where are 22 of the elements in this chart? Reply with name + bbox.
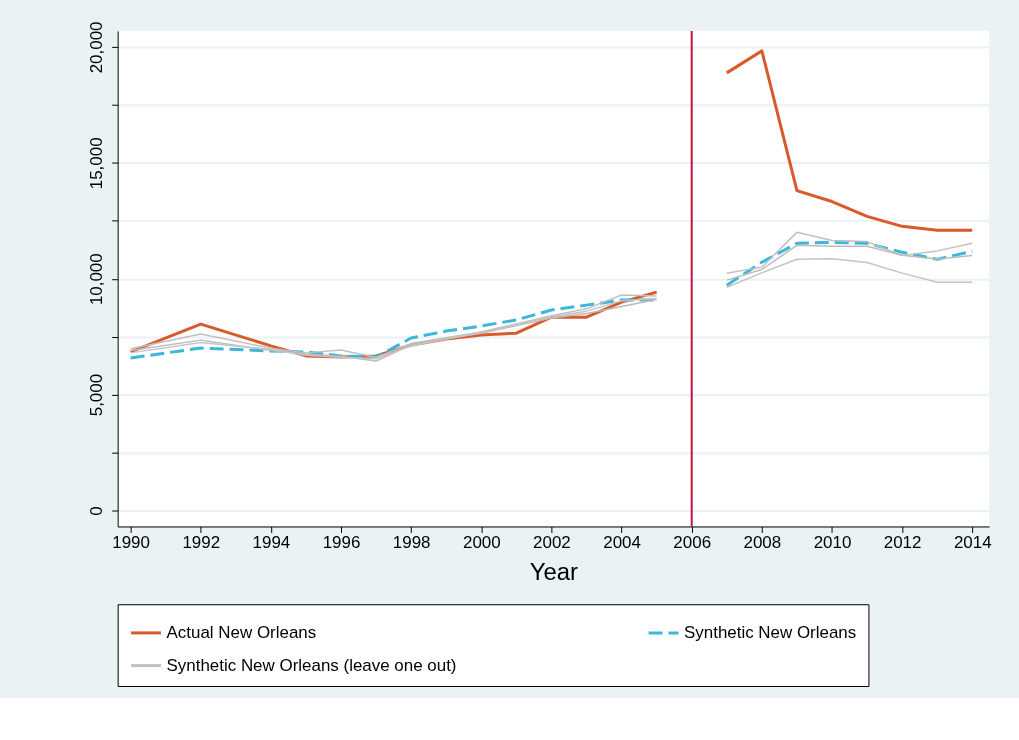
y-tick-label: 10,000 [87, 253, 107, 306]
y-tick-label: 0 [87, 506, 107, 516]
x-tick-label: 2002 [533, 532, 571, 552]
y-tick-label: 20,000 [87, 21, 107, 74]
y-tick-label: 5,000 [87, 373, 107, 417]
legend-label: Synthetic New Orleans [683, 622, 857, 642]
x-tick-label: 1990 [112, 532, 150, 552]
x-tick-label: 2004 [603, 532, 641, 552]
x-tick-label: 1998 [392, 532, 431, 552]
y-tick-label: 15,000 [87, 137, 107, 190]
x-tick-label: 2010 [813, 532, 852, 552]
x-tick-label: 2014 [953, 532, 992, 552]
x-tick-label: 2008 [743, 532, 782, 552]
x-tick-label: 2012 [883, 532, 922, 552]
x-tick-label: 1996 [322, 532, 361, 552]
x-tick-label: 2000 [462, 532, 501, 552]
x-tick-label: 2006 [673, 532, 712, 552]
x-axis-title: Year [529, 557, 579, 585]
x-tick-label: 1992 [182, 532, 221, 552]
legend-label: Synthetic New Orleans (leave one out) [166, 655, 457, 675]
legend-label: Actual New Orleans [166, 622, 317, 642]
x-tick-label: 1994 [252, 532, 291, 552]
